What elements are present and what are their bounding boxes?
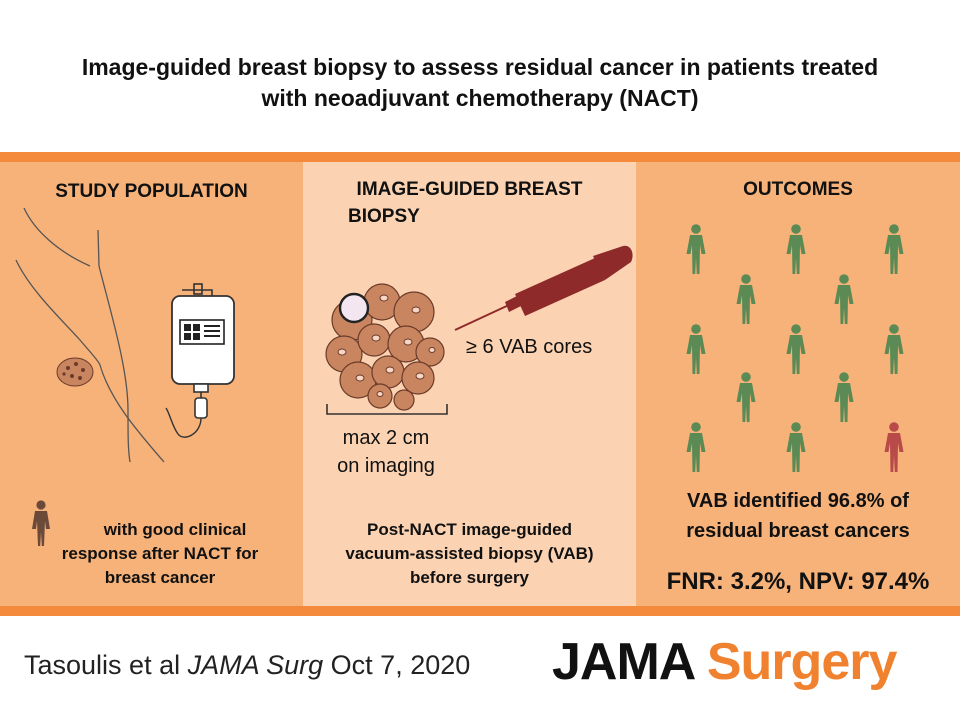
person-icon-false-negative — [884, 422, 904, 472]
vab-result-line-1: VAB identified 96.8% of — [636, 486, 960, 516]
logo-jama: JAMA — [552, 633, 694, 691]
biopsy-heading-line-2: BIOPSY — [348, 206, 420, 227]
middle-caption: Post-NACT image-guided vacuum-assisted b… — [303, 518, 636, 590]
band-bottom-border — [0, 606, 960, 616]
iv-bag-icon — [165, 283, 235, 438]
jama-surgery-logo: JAMA Surgery — [552, 632, 898, 692]
size-label: max 2 cm on imaging — [303, 424, 469, 480]
middle-caption-line-3: before surgery — [409, 568, 530, 587]
vab-result-line-2: residual breast cancers — [686, 520, 910, 542]
middle-caption-line-2: vacuum-assisted biopsy (VAB) — [345, 544, 594, 563]
tumor-cluster-icon — [325, 283, 445, 411]
person-icon — [686, 422, 706, 472]
outcomes-people-grid — [686, 224, 904, 472]
person-icon — [736, 372, 756, 422]
citation-date: Oct 7, 2020 — [330, 650, 471, 680]
left-caption-line-1: with good clinical — [103, 520, 247, 539]
person-icon — [686, 324, 706, 374]
citation-journal: JAMA Surg — [187, 650, 324, 680]
vab-cores-label: ≥ 6 VAB cores — [466, 336, 593, 358]
person-icon — [736, 274, 756, 324]
vab-result: VAB identified 96.8% of residual breast … — [636, 486, 960, 546]
image-guided-biopsy-heading: IMAGE-GUIDED BREAST BIOPSY — [303, 176, 636, 230]
page-title: Image-guided breast biopsy to assess res… — [0, 52, 960, 114]
person-icon — [884, 324, 904, 374]
logo-surgery: Surgery — [706, 633, 898, 691]
middle-caption-line-1: Post-NACT image-guided — [367, 520, 572, 539]
study-population-heading: STUDY POPULATION — [55, 181, 248, 202]
person-icon — [786, 422, 806, 472]
biopsy-heading-line-1: IMAGE-GUIDED BREAST — [356, 179, 583, 200]
result-suffix: of — [890, 490, 909, 512]
person-icon — [686, 224, 706, 274]
person-icon — [32, 500, 50, 546]
size-label-line-1: max 2 cm — [342, 427, 430, 449]
result-prefix: VAB identified — [687, 490, 823, 512]
left-caption-line-2: response after NACT for — [61, 544, 259, 563]
size-bracket-icon — [326, 404, 448, 415]
band-top-border — [0, 152, 960, 162]
citation: Tasoulis et al JAMA Surg Oct 7, 2020 — [24, 650, 470, 681]
title-line-2: with neoadjuvant chemotherapy (NACT) — [261, 85, 699, 111]
person-icon — [834, 372, 854, 422]
person-icon — [884, 224, 904, 274]
left-caption: with good clinical response after NACT f… — [30, 518, 290, 590]
patient-breast-outline-icon — [15, 207, 165, 463]
person-icon — [786, 224, 806, 274]
person-icon — [786, 324, 806, 374]
citation-authors: Tasoulis et al — [24, 650, 181, 680]
left-caption-line-3: breast cancer — [104, 568, 216, 587]
title-line-1: Image-guided breast biopsy to assess res… — [81, 54, 879, 80]
tumor-in-breast-icon — [56, 357, 94, 387]
result-value: 96.8% — [827, 490, 885, 512]
person-icon — [834, 274, 854, 324]
outcomes-heading: OUTCOMES — [743, 179, 853, 200]
fnr-npv-stats: FNR: 3.2%, NPV: 97.4% — [666, 568, 930, 595]
size-label-line-2: on imaging — [337, 455, 435, 477]
biopsy-needle-icon — [454, 245, 633, 331]
